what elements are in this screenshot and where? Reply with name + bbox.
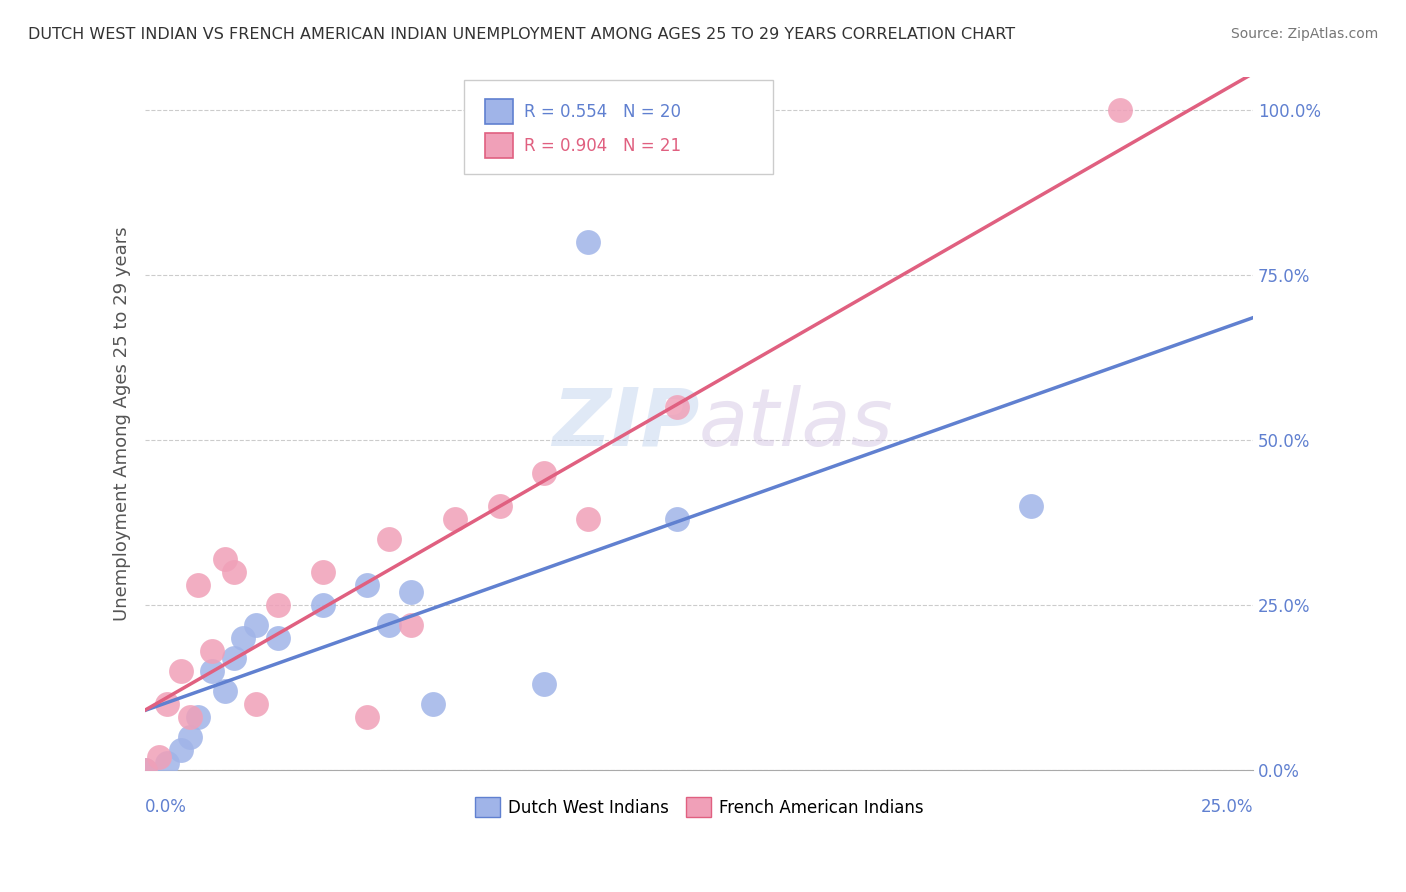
Point	[201, 644, 224, 658]
Point	[576, 235, 599, 250]
Point	[214, 683, 236, 698]
Point	[665, 401, 688, 415]
Point	[134, 763, 156, 777]
Point	[187, 710, 209, 724]
Point	[156, 756, 179, 771]
Point	[378, 532, 401, 546]
Point	[1109, 103, 1132, 118]
Point	[148, 749, 170, 764]
Point	[267, 598, 290, 612]
Y-axis label: Unemployment Among Ages 25 to 29 years: Unemployment Among Ages 25 to 29 years	[114, 227, 131, 621]
Point	[1021, 499, 1043, 513]
Point	[267, 631, 290, 645]
Point	[179, 730, 201, 744]
Text: Source: ZipAtlas.com: Source: ZipAtlas.com	[1230, 27, 1378, 41]
Point	[222, 651, 245, 665]
Point	[422, 697, 444, 711]
Point	[222, 565, 245, 579]
Point	[134, 763, 156, 777]
Text: ZIP: ZIP	[551, 384, 699, 463]
Point	[399, 585, 422, 599]
Point	[170, 664, 193, 678]
Point	[179, 710, 201, 724]
Point	[665, 512, 688, 526]
Point	[356, 710, 378, 724]
Point	[311, 565, 333, 579]
Point	[533, 466, 555, 480]
Point	[232, 631, 254, 645]
Text: 25.0%: 25.0%	[1201, 797, 1253, 815]
Legend: Dutch West Indians, French American Indians: Dutch West Indians, French American Indi…	[468, 790, 931, 824]
Point	[245, 697, 267, 711]
Text: 0.0%: 0.0%	[145, 797, 187, 815]
Point	[201, 664, 224, 678]
Text: atlas: atlas	[699, 384, 894, 463]
Point	[533, 677, 555, 691]
Point	[311, 598, 333, 612]
Point	[356, 578, 378, 592]
Point	[576, 512, 599, 526]
Point	[187, 578, 209, 592]
Text: R = 0.554   N = 20: R = 0.554 N = 20	[524, 103, 682, 120]
Point	[444, 512, 467, 526]
Point	[170, 743, 193, 757]
Point	[378, 618, 401, 632]
Point	[156, 697, 179, 711]
Point	[245, 618, 267, 632]
Point	[399, 618, 422, 632]
Text: DUTCH WEST INDIAN VS FRENCH AMERICAN INDIAN UNEMPLOYMENT AMONG AGES 25 TO 29 YEA: DUTCH WEST INDIAN VS FRENCH AMERICAN IND…	[28, 27, 1015, 42]
Point	[214, 552, 236, 566]
Point	[488, 499, 510, 513]
Text: R = 0.904   N = 21: R = 0.904 N = 21	[524, 136, 682, 154]
